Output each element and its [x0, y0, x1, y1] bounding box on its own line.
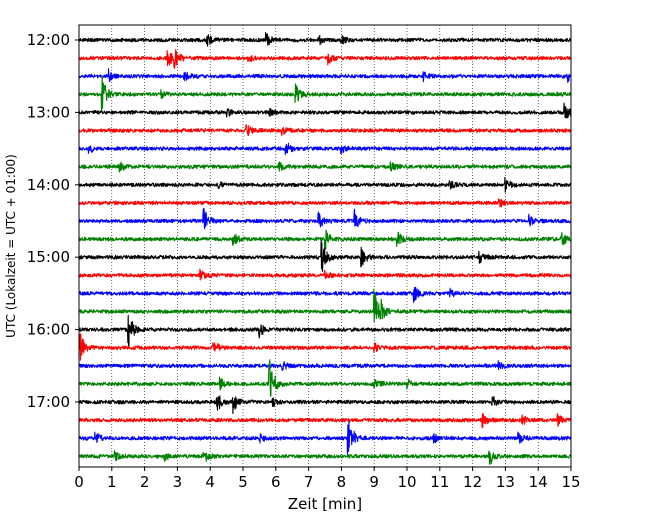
- y-axis-label: UTC (Lokalzeit = UTC + 01:00): [4, 154, 18, 338]
- trace-layer: [78, 31, 572, 465]
- x-tick-label: 6: [271, 473, 281, 491]
- x-axis-ticks: 0 1 2 3 4 5 6 7 8 9 10 11 12 13 14 15: [74, 467, 581, 491]
- trace-1500: [78, 239, 572, 272]
- x-tick-label: 2: [140, 473, 150, 491]
- x-tick-label: 3: [173, 473, 183, 491]
- trace-1215: [78, 49, 572, 69]
- x-tick-label: 0: [74, 473, 84, 491]
- trace-1615: [78, 333, 572, 361]
- x-tick-label: 12: [463, 473, 482, 491]
- y-tick-label: 14:00: [27, 176, 70, 194]
- x-tick-label: 13: [496, 473, 515, 491]
- trace-1445: [78, 229, 572, 251]
- x-tick-label: 11: [430, 473, 449, 491]
- x-tick-label: 14: [529, 473, 548, 491]
- x-tick-label: 7: [304, 473, 314, 491]
- trace-1600: [78, 314, 572, 349]
- trace-1245: [78, 75, 572, 111]
- trace-1515: [78, 268, 572, 281]
- trace-1630: [78, 360, 572, 371]
- y-tick-label: 12:00: [27, 31, 70, 49]
- trace-1330: [78, 142, 572, 156]
- y-tick-label: 13:00: [27, 103, 70, 121]
- x-tick-label: 9: [369, 473, 379, 491]
- y-tick-label: 15:00: [27, 248, 70, 266]
- y-tick-label: 16:00: [27, 321, 70, 339]
- x-tick-label: 15: [561, 473, 580, 491]
- y-tick-label: 17:00: [27, 393, 70, 411]
- trace-1400: [78, 176, 572, 193]
- trace-1200: [78, 31, 572, 47]
- y-axis-ticks: 12:00 13:00 14:00 15:00 16:00 17:00: [27, 31, 79, 411]
- trace-1300: [78, 102, 572, 119]
- trace-1730: [78, 420, 572, 458]
- trace-1415: [78, 198, 572, 208]
- plot-frame: [78, 24, 572, 468]
- trace-1430: [78, 207, 572, 230]
- trace-1345: [78, 161, 572, 173]
- trace-1645: [78, 359, 572, 397]
- x-tick-label: 1: [107, 473, 117, 491]
- x-tick-label: 5: [238, 473, 248, 491]
- trace-1545: [78, 288, 572, 323]
- trace-1715: [78, 412, 572, 428]
- trace-1700: [78, 395, 572, 415]
- x-tick-label: 4: [205, 473, 215, 491]
- trace-1530: [78, 286, 572, 303]
- x-tick-label: 8: [337, 473, 347, 491]
- trace-1315: [78, 124, 572, 137]
- x-tick-label: 10: [397, 473, 416, 491]
- trace-1745: [78, 450, 572, 465]
- trace-1230: [78, 68, 572, 84]
- x-axis-label: Zeit [min]: [288, 495, 362, 513]
